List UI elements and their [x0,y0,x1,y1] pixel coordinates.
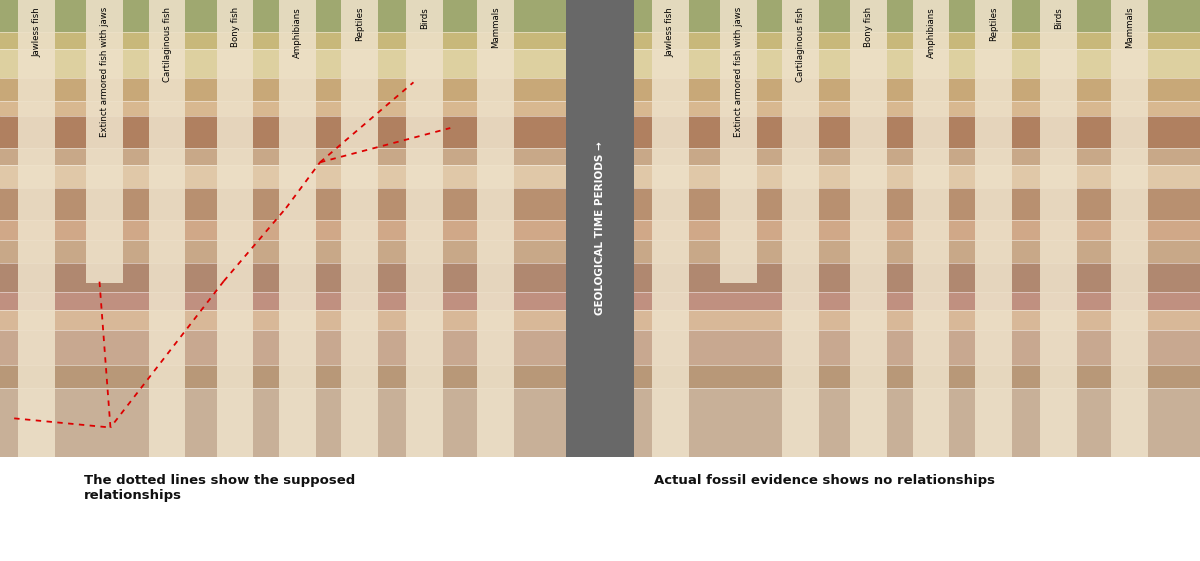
Bar [782,0,820,457]
Bar [634,292,1200,310]
Text: Reptiles: Reptiles [989,7,997,42]
Bar [634,388,1200,457]
Bar [634,310,1200,330]
Bar [0,388,566,457]
Bar [0,78,566,102]
Text: Mammals: Mammals [1124,7,1134,48]
Bar [912,0,949,457]
Bar [634,165,1200,188]
Bar [0,310,566,330]
Text: Amphibians: Amphibians [926,7,936,58]
Bar [634,102,1200,116]
Bar [18,0,55,457]
Bar [974,0,1012,457]
Bar [407,0,443,457]
Text: Jawless fish: Jawless fish [666,7,674,57]
Text: Bony fish: Bony fish [230,7,240,47]
Bar [634,263,1200,292]
Bar [851,0,887,457]
Bar [0,220,566,240]
Text: Reptiles: Reptiles [355,7,364,42]
Bar [634,49,1200,78]
Bar [634,32,1200,49]
Bar [0,188,566,220]
Bar [1040,0,1076,457]
Text: Jawless fish: Jawless fish [32,7,41,57]
Bar [478,0,514,457]
Text: Actual fossil evidence shows no relationships: Actual fossil evidence shows no relation… [654,474,995,487]
Bar [86,0,124,283]
Bar [634,148,1200,165]
Text: Bony fish: Bony fish [864,7,874,47]
Bar [634,116,1200,148]
Bar [0,240,566,263]
Bar [634,330,1200,365]
Bar [341,0,378,457]
Text: Mammals: Mammals [491,7,500,48]
Bar [634,0,1200,32]
Bar [0,165,566,188]
Bar [149,0,186,457]
Bar [652,0,689,457]
Text: Cartilaginous fish: Cartilaginous fish [796,7,805,82]
Text: Birds: Birds [1054,7,1063,29]
Bar [0,116,566,148]
Bar [0,49,566,78]
Text: The dotted lines show the supposed
relationships: The dotted lines show the supposed relat… [84,474,355,502]
Text: Extinct armored fish with jaws: Extinct armored fish with jaws [734,7,743,137]
Text: Extinct armored fish with jaws: Extinct armored fish with jaws [101,7,109,137]
Bar [634,188,1200,220]
Bar [217,0,253,457]
Bar [0,330,566,365]
Bar [634,240,1200,263]
Bar [0,102,566,116]
Bar [634,78,1200,102]
Bar [278,0,316,457]
Bar [720,0,757,283]
Bar [0,263,566,292]
Bar [0,32,566,49]
Text: Birds: Birds [420,7,430,29]
Bar [0,292,566,310]
Text: Cartilaginous fish: Cartilaginous fish [162,7,172,82]
Bar [1111,0,1147,457]
Bar [634,220,1200,240]
Text: Amphibians: Amphibians [293,7,302,58]
Bar [0,0,566,32]
Bar [634,365,1200,388]
Bar [0,148,566,165]
Text: GEOLOGICAL TIME PERIODS →: GEOLOGICAL TIME PERIODS → [595,142,605,315]
Bar [0,365,566,388]
